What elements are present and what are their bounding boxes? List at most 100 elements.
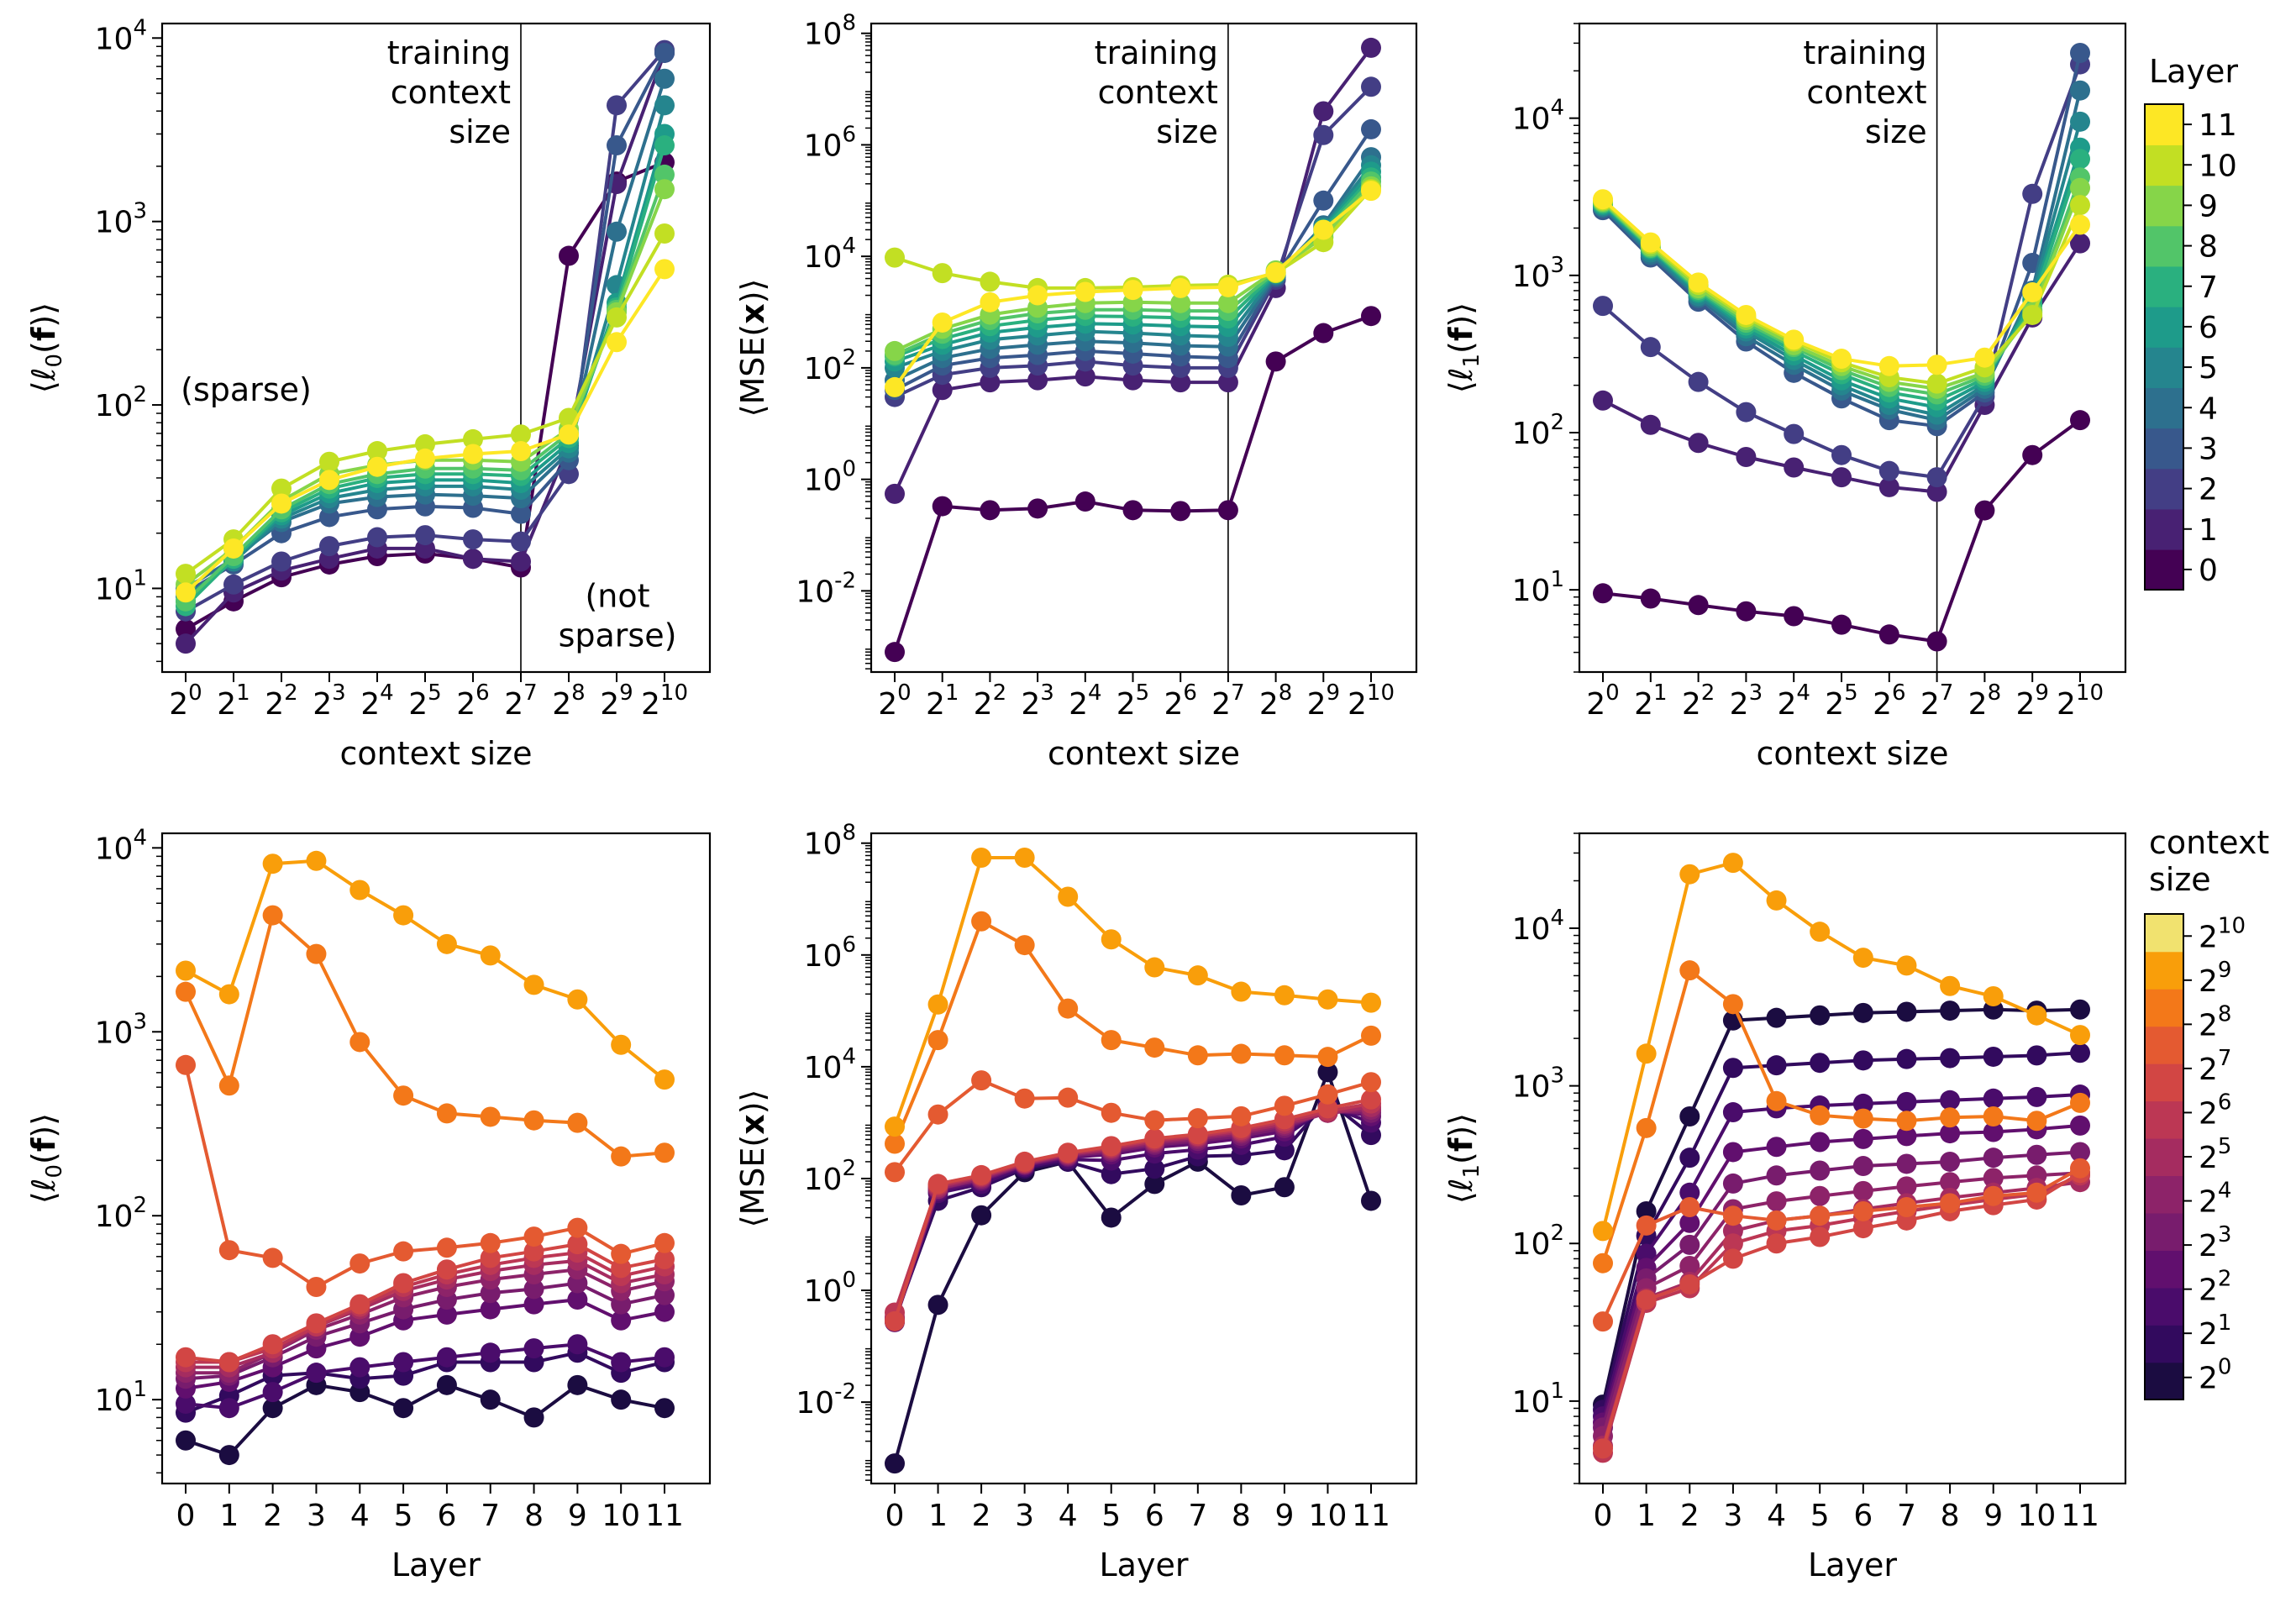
data-point <box>654 1142 675 1163</box>
data-point <box>2070 149 2090 170</box>
data-point <box>1974 347 1995 368</box>
colorbar-swatch <box>2145 1325 2183 1363</box>
data-point <box>1058 1142 1079 1163</box>
data-point <box>1722 1173 1743 1194</box>
data-point <box>1361 1089 1381 1110</box>
x-tick-label: 1 <box>928 1499 948 1533</box>
data-point <box>223 574 244 595</box>
x-tick-label: 20 <box>169 680 202 722</box>
data-point <box>218 1352 239 1373</box>
data-point <box>1636 1043 1657 1064</box>
data-point <box>2070 43 2090 64</box>
data-point <box>1926 467 1947 488</box>
data-point <box>1940 1123 1961 1144</box>
data-point <box>1014 935 1035 956</box>
data-point <box>436 1237 457 1258</box>
y-tick-label: 103 <box>1512 253 1564 294</box>
x-tick-label: 25 <box>1116 680 1149 722</box>
data-point <box>176 1394 196 1415</box>
data-point <box>980 500 1001 521</box>
data-point <box>1101 1102 1122 1123</box>
data-point <box>567 1234 588 1255</box>
panel-bottom-middle: 10-2 100 102 104 106 108 0 1 2 3 4 5 6 7 8 9 10 11 Layer ⟨M… <box>734 821 1418 1583</box>
data-point <box>1144 1128 1165 1149</box>
data-point <box>1231 1184 1252 1205</box>
data-point <box>1766 1191 1787 1212</box>
plot-frame <box>1578 832 2127 1485</box>
data-point <box>1852 1108 1873 1129</box>
plot-frame <box>1578 22 2127 674</box>
data-point <box>1926 631 1947 652</box>
data-point <box>480 1342 501 1363</box>
colorbar-swatch <box>2145 1212 2183 1251</box>
data-point <box>567 1334 588 1355</box>
data-point <box>611 1352 632 1373</box>
x-tick-label: 6 <box>1145 1499 1164 1533</box>
data-point <box>1722 1058 1743 1079</box>
data-point <box>1593 1253 1613 1274</box>
data-point <box>1940 975 1961 996</box>
data-point <box>927 1104 948 1125</box>
data-point <box>611 1258 632 1279</box>
colorbar-swatch <box>2145 1287 2183 1326</box>
data-point <box>511 503 531 524</box>
data-point <box>415 448 435 469</box>
x-axis-label: Layer <box>1808 1547 1897 1583</box>
data-point <box>319 536 339 557</box>
data-point <box>415 433 435 454</box>
data-point <box>511 424 531 445</box>
data-point <box>306 1277 327 1298</box>
x-tick-label: 28 <box>1259 680 1292 722</box>
data-point <box>1940 1151 1961 1172</box>
y-tick-label: 104 <box>804 1044 856 1085</box>
data-point <box>1058 886 1079 907</box>
data-point <box>1896 1091 1917 1112</box>
data-point <box>559 245 579 266</box>
y-tick-label: 104 <box>804 234 856 275</box>
data-point <box>1736 446 1757 467</box>
data-point <box>1144 957 1165 978</box>
data-point <box>927 1295 948 1316</box>
data-point <box>567 1112 588 1133</box>
y-tick-label: 101 <box>1512 567 1564 608</box>
data-point <box>2070 214 2090 235</box>
data-point <box>1766 1055 1787 1076</box>
y-axis-label: ⟨ℓ0(f)⟩ <box>25 1113 67 1204</box>
data-point <box>1940 1000 1961 1021</box>
data-point <box>1144 1158 1165 1179</box>
colorbar-tick-label: 23 <box>2199 1222 2231 1263</box>
data-point <box>218 1445 239 1466</box>
colorbar-swatch <box>2145 914 2183 953</box>
data-point <box>1058 1087 1079 1108</box>
x-tick-label: 5 <box>1101 1499 1121 1533</box>
y-tick-label: 101 <box>1512 1379 1564 1420</box>
x-tick-label: 2 <box>263 1499 282 1533</box>
data-point <box>319 451 339 472</box>
y-tick-label: 104 <box>95 825 147 866</box>
x-tick-label: 210 <box>2057 680 2104 722</box>
data-point <box>436 933 457 954</box>
data-point <box>1896 1048 1917 1069</box>
data-point <box>1593 1311 1613 1332</box>
data-point <box>1736 402 1757 423</box>
data-point <box>1974 500 1995 521</box>
data-point <box>218 1075 239 1096</box>
data-point <box>367 527 387 548</box>
data-point <box>1317 1062 1338 1083</box>
data-point <box>1217 372 1238 393</box>
series-line-2^1 <box>185 1351 665 1415</box>
data-point <box>1361 992 1381 1013</box>
series-line-2^7 <box>1601 1174 2081 1453</box>
data-point <box>1722 1205 1743 1226</box>
y-tick-label: 101 <box>95 565 147 607</box>
data-point <box>271 493 292 514</box>
x-tick-label: 9 <box>1983 1499 2003 1533</box>
data-point <box>2070 1115 2090 1136</box>
data-point <box>2022 444 2043 465</box>
data-point <box>2070 111 2090 132</box>
colorbar-tick-label: 2 <box>2199 473 2218 507</box>
data-point <box>393 1241 414 1262</box>
data-point <box>567 1217 588 1238</box>
data-point <box>1878 624 1899 645</box>
data-point <box>262 1382 283 1403</box>
